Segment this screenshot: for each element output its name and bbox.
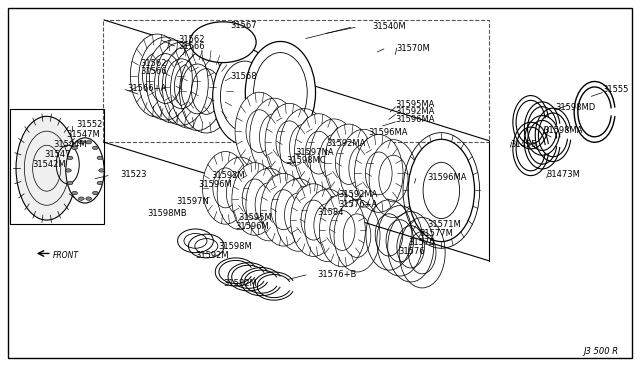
Ellipse shape	[202, 151, 248, 224]
Text: 31595M: 31595M	[238, 213, 272, 222]
Text: 31576: 31576	[398, 247, 424, 256]
Ellipse shape	[16, 116, 77, 220]
Text: 31547M: 31547M	[67, 130, 100, 140]
Ellipse shape	[99, 169, 104, 172]
Ellipse shape	[355, 135, 403, 212]
Ellipse shape	[294, 114, 343, 192]
Ellipse shape	[97, 181, 103, 185]
Text: 31473M: 31473M	[547, 170, 580, 179]
Text: 31547: 31547	[44, 150, 70, 159]
Text: 31596MA: 31596MA	[396, 115, 435, 124]
Ellipse shape	[67, 181, 73, 185]
Ellipse shape	[72, 146, 77, 150]
Ellipse shape	[79, 141, 84, 144]
Text: 31562: 31562	[140, 59, 166, 68]
Text: 31555: 31555	[602, 85, 628, 94]
Ellipse shape	[235, 92, 284, 170]
Ellipse shape	[189, 22, 256, 62]
Ellipse shape	[86, 197, 92, 200]
Ellipse shape	[79, 197, 84, 200]
Text: 31523: 31523	[121, 170, 147, 179]
Text: 31598M: 31598M	[218, 241, 252, 250]
Text: 31598MB: 31598MB	[148, 209, 188, 218]
Ellipse shape	[179, 50, 233, 133]
Ellipse shape	[408, 139, 474, 241]
Ellipse shape	[147, 40, 200, 123]
Text: 31597NA: 31597NA	[296, 148, 334, 157]
Ellipse shape	[291, 184, 337, 256]
Text: 31576+B: 31576+B	[317, 270, 356, 279]
Text: 31566: 31566	[140, 67, 166, 76]
Text: 31592MA: 31592MA	[396, 108, 435, 116]
Ellipse shape	[67, 156, 73, 160]
Ellipse shape	[72, 191, 77, 195]
Text: 31598MC: 31598MC	[287, 156, 326, 165]
Ellipse shape	[131, 34, 184, 117]
Text: 31598MD: 31598MD	[555, 103, 595, 112]
Text: 31596MA: 31596MA	[368, 128, 408, 137]
Text: 31562: 31562	[178, 35, 205, 44]
Text: 31566+A: 31566+A	[127, 84, 166, 93]
Text: FRONT: FRONT	[53, 251, 79, 260]
Text: 31568: 31568	[230, 72, 257, 81]
Ellipse shape	[66, 138, 104, 203]
Ellipse shape	[260, 173, 307, 246]
Text: 31575: 31575	[408, 238, 435, 247]
Ellipse shape	[92, 146, 98, 150]
Text: 31570M: 31570M	[397, 44, 430, 52]
Ellipse shape	[232, 163, 278, 235]
Ellipse shape	[92, 191, 98, 195]
Text: 31571M: 31571M	[428, 221, 461, 230]
Text: 31544M: 31544M	[54, 140, 87, 149]
Text: 31592M: 31592M	[195, 251, 229, 260]
Ellipse shape	[86, 141, 92, 144]
Ellipse shape	[324, 124, 373, 202]
Ellipse shape	[245, 41, 316, 144]
Text: 31598MA: 31598MA	[543, 126, 583, 135]
Ellipse shape	[163, 45, 216, 128]
Text: 31592MA: 31592MA	[338, 190, 377, 199]
Ellipse shape	[319, 194, 365, 267]
Text: 31592MA: 31592MA	[326, 139, 366, 148]
Text: 31596MA: 31596MA	[428, 173, 467, 182]
Text: 31552: 31552	[76, 121, 102, 129]
Text: 31455: 31455	[510, 140, 537, 149]
Ellipse shape	[65, 169, 71, 172]
Text: 31576+A: 31576+A	[338, 200, 377, 209]
Text: 31597N: 31597N	[176, 197, 209, 206]
Text: 31540M: 31540M	[372, 22, 406, 31]
Text: J3 500 R: J3 500 R	[584, 347, 619, 356]
Text: 31542M: 31542M	[33, 160, 67, 169]
Text: 31595MA: 31595MA	[396, 100, 435, 109]
Text: 31577M: 31577M	[419, 229, 453, 238]
Ellipse shape	[97, 156, 103, 160]
Ellipse shape	[212, 48, 276, 144]
Text: 31596M: 31596M	[236, 221, 269, 231]
Text: 31596M: 31596M	[198, 180, 232, 189]
Text: 31582M: 31582M	[223, 279, 257, 288]
Text: 31566: 31566	[178, 42, 205, 51]
Ellipse shape	[265, 103, 314, 181]
Text: 31567: 31567	[230, 21, 257, 30]
Text: 31584: 31584	[317, 208, 343, 217]
Text: 31592M: 31592M	[211, 171, 245, 180]
